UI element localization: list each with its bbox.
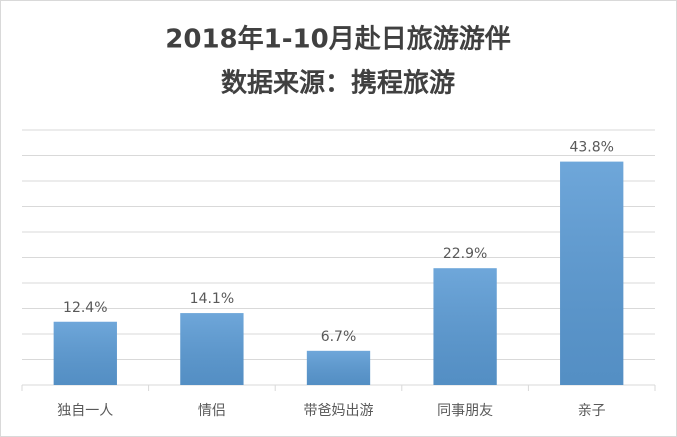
x-tick-label: 带爸妈出游 <box>304 403 374 419</box>
value-label: 14.1% <box>190 291 234 307</box>
value-label: 43.8% <box>569 140 613 156</box>
x-tick-label: 情侣 <box>198 403 226 419</box>
bar-shade <box>180 313 244 385</box>
x-tick-label: 亲子 <box>578 403 606 419</box>
value-label: 22.9% <box>443 246 487 262</box>
bar-shade <box>306 350 371 385</box>
bar-shade <box>433 268 497 385</box>
x-tick-label: 独自一人 <box>57 403 113 419</box>
chart-title: 2018年1-10月赴日旅游游伴 <box>165 24 510 55</box>
value-label: 12.4% <box>63 300 107 316</box>
bar-shade <box>560 161 624 385</box>
value-label: 6.7% <box>321 329 357 345</box>
bar-shade <box>53 321 117 385</box>
x-tick-label: 同事朋友 <box>437 403 493 419</box>
chart-subtitle: 数据来源：携程旅游 <box>221 68 455 99</box>
